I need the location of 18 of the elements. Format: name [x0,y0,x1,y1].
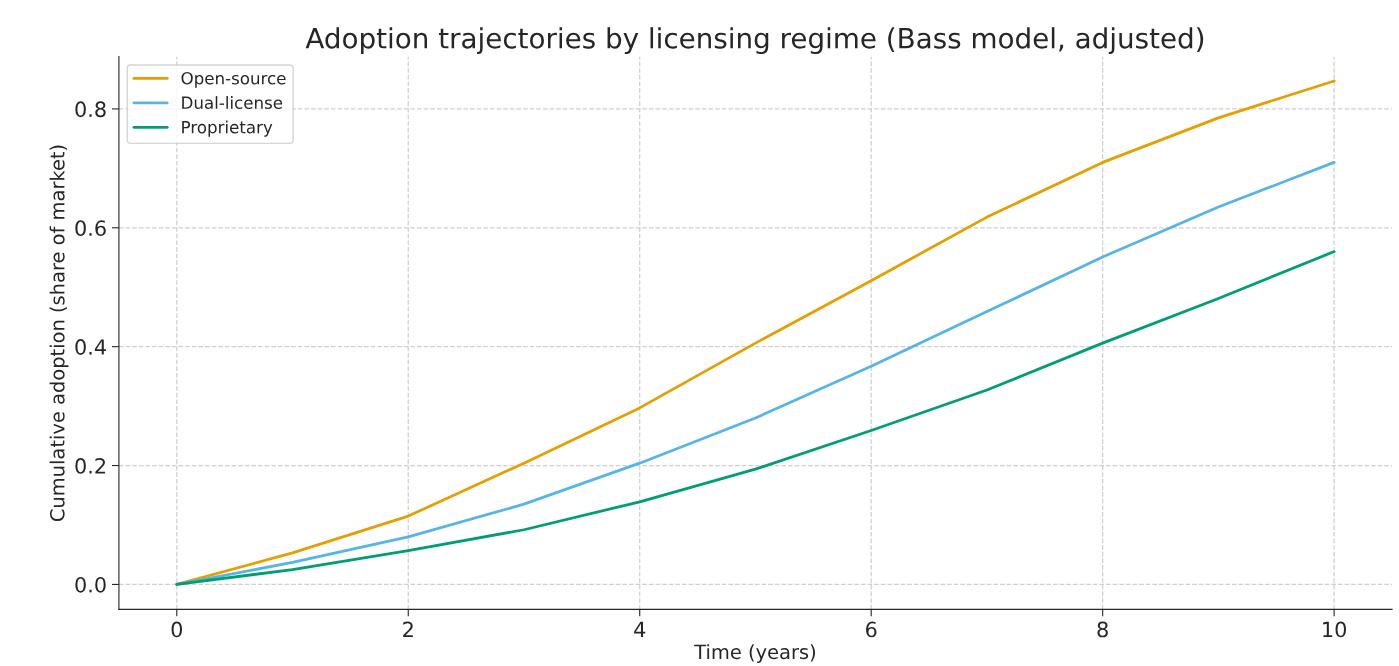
x-tick-label: 10 [1323,621,1347,638]
legend-label: Open-source [181,71,286,88]
legend-label: Dual-license [182,96,283,109]
x-axis-title: Time (years) [694,644,816,663]
line-series [175,250,1336,586]
x-tick-label: 2 [403,621,413,638]
y-tick-label: 0.4 [75,339,106,355]
y-tick-label: 0.8 [75,101,106,118]
legend-label: Proprietary [182,120,273,137]
y-tick-label: 0.0 [75,576,106,593]
y-axis-title: Cumulative adoption (share of market) [49,145,69,522]
chart-title: Adoption trajectories by licensing regime (Bass model, adjusted) [305,27,1204,55]
y-tick-label: 0.6 [75,220,106,236]
y-tick-label: 0.2 [75,458,106,474]
x-tick-label: 4 [634,621,646,638]
x-tick-label: 6 [866,621,877,638]
x-tick-label: 8 [1097,621,1108,638]
x-tick-label: 0 [171,621,183,638]
